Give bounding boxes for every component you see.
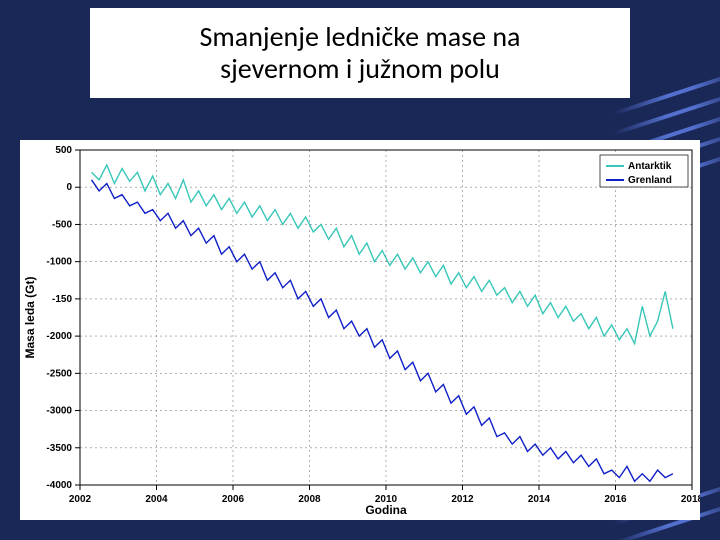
chart-container: 200220042006200820102012201420162018-400… (20, 140, 700, 520)
svg-text:-150: -150 (52, 294, 72, 305)
svg-text:2006: 2006 (222, 494, 245, 505)
slide-title: Smanjenje ledničke mase na sjevernom i j… (200, 21, 521, 85)
svg-text:2018: 2018 (681, 494, 700, 505)
svg-text:2016: 2016 (604, 494, 627, 505)
svg-text:-2000: -2000 (46, 331, 72, 342)
svg-text:-3000: -3000 (46, 406, 72, 417)
svg-text:2012: 2012 (451, 494, 474, 505)
svg-text:-500: -500 (52, 219, 72, 230)
svg-text:2008: 2008 (298, 494, 321, 505)
svg-text:Godina: Godina (365, 503, 407, 517)
svg-text:2002: 2002 (69, 494, 92, 505)
svg-text:2004: 2004 (145, 494, 168, 505)
legend-label-antarktik: Antarktik (628, 161, 672, 172)
title-box: Smanjenje ledničke mase na sjevernom i j… (90, 8, 630, 98)
slide: Smanjenje ledničke mase na sjevernom i j… (0, 0, 720, 540)
svg-text:-2500: -2500 (46, 368, 72, 379)
svg-text:-1000: -1000 (46, 257, 72, 268)
legend-label-grenland: Grenland (628, 175, 672, 186)
svg-text:-4000: -4000 (46, 480, 72, 491)
ice-mass-chart: 200220042006200820102012201420162018-400… (20, 140, 700, 520)
svg-text:500: 500 (55, 145, 72, 156)
svg-text:2014: 2014 (528, 494, 551, 505)
svg-text:0: 0 (66, 182, 72, 193)
svg-text:Masa leda (Gt): Masa leda (Gt) (23, 276, 37, 358)
svg-text:-3500: -3500 (46, 443, 72, 454)
